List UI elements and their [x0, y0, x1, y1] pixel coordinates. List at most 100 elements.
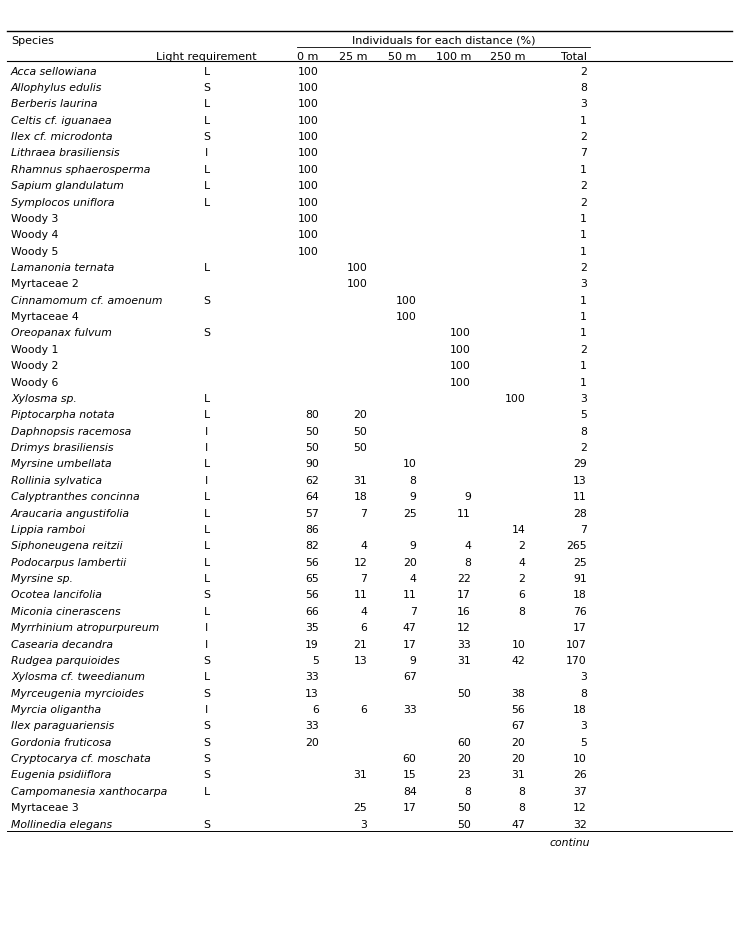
Text: 12: 12 — [353, 557, 367, 567]
Text: 7: 7 — [580, 148, 587, 159]
Text: Species: Species — [11, 35, 54, 45]
Text: 25: 25 — [573, 557, 587, 567]
Text: 67: 67 — [511, 720, 525, 730]
Text: 33: 33 — [305, 720, 319, 730]
Text: 25 m: 25 m — [338, 52, 367, 62]
Text: 8: 8 — [580, 688, 587, 698]
Text: S: S — [203, 590, 210, 600]
Text: 6: 6 — [518, 590, 525, 600]
Text: 86: 86 — [305, 525, 319, 534]
Text: 8: 8 — [580, 426, 587, 437]
Text: S: S — [203, 688, 210, 698]
Text: 20: 20 — [511, 737, 525, 747]
Text: 100: 100 — [347, 279, 367, 289]
Text: 100: 100 — [298, 213, 319, 223]
Text: L: L — [203, 557, 210, 567]
Text: Ocotea lancifolia: Ocotea lancifolia — [11, 590, 102, 600]
Text: 3: 3 — [580, 671, 587, 681]
Text: 15: 15 — [403, 769, 417, 780]
Text: 60: 60 — [403, 754, 417, 763]
Text: 4: 4 — [464, 540, 471, 551]
Text: Calyptranthes concinna: Calyptranthes concinna — [11, 491, 140, 502]
Text: 1: 1 — [580, 296, 587, 305]
Text: 13: 13 — [573, 476, 587, 486]
Text: 2: 2 — [580, 181, 587, 191]
Text: L: L — [203, 116, 210, 125]
Text: 5: 5 — [580, 410, 587, 420]
Text: 100: 100 — [395, 311, 417, 322]
Text: Myrceugenia myrcioides: Myrceugenia myrcioides — [11, 688, 144, 698]
Text: Allophylus edulis: Allophylus edulis — [11, 83, 103, 93]
Text: 33: 33 — [457, 639, 471, 649]
Text: 8: 8 — [518, 803, 525, 812]
Text: 10: 10 — [403, 459, 417, 469]
Text: 7: 7 — [361, 508, 367, 518]
Text: 18: 18 — [573, 705, 587, 714]
Text: S: S — [203, 132, 210, 142]
Text: 23: 23 — [457, 769, 471, 780]
Text: 10: 10 — [511, 639, 525, 649]
Text: 100: 100 — [347, 262, 367, 273]
Text: Celtis cf. iguanaea: Celtis cf. iguanaea — [11, 116, 112, 125]
Text: L: L — [203, 671, 210, 681]
Text: 6: 6 — [361, 705, 367, 714]
Text: 20: 20 — [305, 737, 319, 747]
Text: 16: 16 — [457, 606, 471, 616]
Text: 9: 9 — [409, 491, 417, 502]
Text: 9: 9 — [409, 540, 417, 551]
Text: 2: 2 — [580, 132, 587, 142]
Text: 100: 100 — [298, 197, 319, 208]
Text: 17: 17 — [403, 803, 417, 812]
Text: 4: 4 — [361, 540, 367, 551]
Text: 1: 1 — [580, 361, 587, 371]
Text: 29: 29 — [573, 459, 587, 469]
Text: Xylosma cf. tweedianum: Xylosma cf. tweedianum — [11, 671, 145, 681]
Text: 3: 3 — [361, 819, 367, 829]
Text: 100: 100 — [450, 361, 471, 371]
Text: Woody 4: Woody 4 — [11, 230, 58, 240]
Text: L: L — [203, 540, 210, 551]
Text: 25: 25 — [403, 508, 417, 518]
Text: I: I — [205, 476, 208, 486]
Text: 2: 2 — [580, 345, 587, 354]
Text: 2: 2 — [580, 442, 587, 452]
Text: S: S — [203, 83, 210, 93]
Text: 31: 31 — [457, 655, 471, 666]
Text: Lippia ramboi: Lippia ramboi — [11, 525, 85, 534]
Text: 28: 28 — [573, 508, 587, 518]
Text: 100 m: 100 m — [435, 52, 471, 62]
Text: 1: 1 — [580, 247, 587, 257]
Text: 2: 2 — [518, 540, 525, 551]
Text: Light requirement: Light requirement — [156, 52, 257, 62]
Text: 11: 11 — [457, 508, 471, 518]
Text: Rhamnus sphaerosperma: Rhamnus sphaerosperma — [11, 165, 150, 174]
Text: Woody 1: Woody 1 — [11, 345, 58, 354]
Text: 4: 4 — [361, 606, 367, 616]
Text: L: L — [203, 394, 210, 403]
Text: 5: 5 — [312, 655, 319, 666]
Text: Campomanesia xanthocarpa: Campomanesia xanthocarpa — [11, 786, 167, 796]
Text: 12: 12 — [573, 803, 587, 812]
Text: L: L — [203, 197, 210, 208]
Text: 1: 1 — [580, 165, 587, 174]
Text: 47: 47 — [403, 623, 417, 632]
Text: Myrtaceae 2: Myrtaceae 2 — [11, 279, 79, 289]
Text: 38: 38 — [511, 688, 525, 698]
Text: 33: 33 — [305, 671, 319, 681]
Text: 107: 107 — [566, 639, 587, 649]
Text: 3: 3 — [580, 99, 587, 109]
Text: 64: 64 — [305, 491, 319, 502]
Text: 8: 8 — [518, 786, 525, 796]
Text: 12: 12 — [457, 623, 471, 632]
Text: Woody 6: Woody 6 — [11, 377, 58, 387]
Text: 8: 8 — [464, 786, 471, 796]
Text: I: I — [205, 148, 208, 159]
Text: 100: 100 — [504, 394, 525, 403]
Text: 10: 10 — [573, 754, 587, 763]
Text: 4: 4 — [518, 557, 525, 567]
Text: Lithraea brasiliensis: Lithraea brasiliensis — [11, 148, 120, 159]
Text: Rudgea parquioides: Rudgea parquioides — [11, 655, 120, 666]
Text: S: S — [203, 769, 210, 780]
Text: 90: 90 — [305, 459, 319, 469]
Text: L: L — [203, 165, 210, 174]
